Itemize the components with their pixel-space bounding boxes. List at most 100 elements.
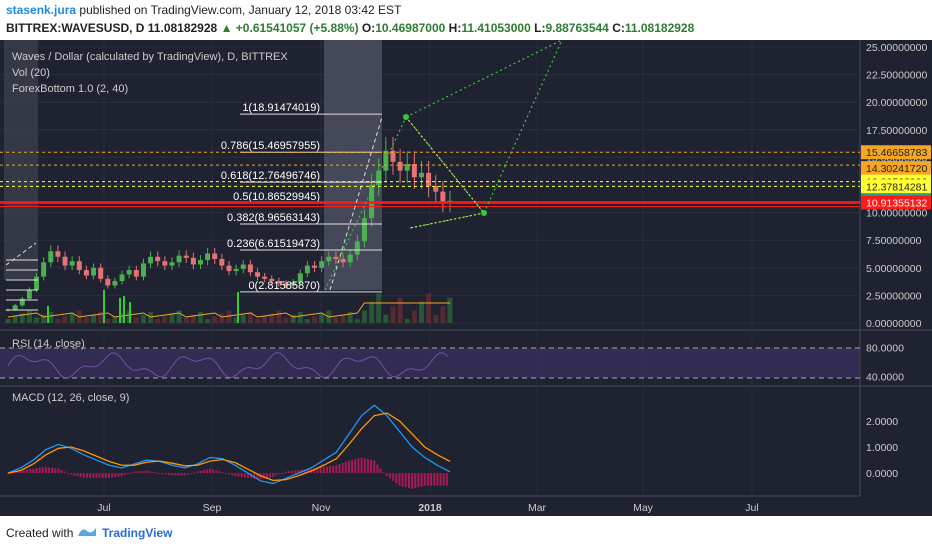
time-axis[interactable]: Jul Sep Nov 2018 Mar May Jul (97, 502, 758, 514)
open-value: 10.46987000 (375, 21, 446, 35)
candle (105, 278, 111, 286)
tradingview-link[interactable]: TradingView (102, 526, 173, 540)
macd-hist-bar (177, 473, 180, 476)
candle (354, 241, 360, 255)
macd-hist-bar (265, 473, 268, 479)
time-tick-label: 2018 (418, 502, 442, 514)
macd-hist-bar (228, 473, 230, 475)
macd-hist-bar (212, 469, 215, 474)
macd-hist-bar (98, 473, 101, 478)
fib-level-label: 0.618(12.76496746) (221, 170, 320, 182)
macd-hist-bar (385, 473, 388, 477)
macd-hist-bar (278, 473, 281, 475)
volume-bar (426, 293, 432, 323)
macd-hist-bar (209, 468, 212, 474)
macd-hist-bar (379, 468, 382, 474)
chart-svg[interactable]: 1(18.91474019) 0.786(15.46957955) 0.618(12… (0, 39, 932, 516)
macd-hist-bar (329, 466, 332, 474)
footer: Created with TradingView (0, 516, 932, 550)
pivot-point (481, 210, 487, 216)
macd-hist-bar (44, 466, 47, 474)
rsi-legend: RSI (14, close) (12, 338, 85, 350)
price-label-text: 15.46658783 (866, 147, 927, 159)
macd-hist-bar (70, 473, 73, 475)
macd-hist-bar (351, 459, 354, 474)
macd-hist-bar (256, 473, 259, 479)
macd-hist-bar (291, 470, 294, 474)
candle (247, 264, 253, 273)
price-tick-label: 20.00000000 (866, 97, 927, 109)
macd-hist-bar (22, 469, 25, 474)
macd-hist-bar (215, 470, 218, 474)
candle (34, 276, 40, 290)
volume-bar (361, 310, 367, 323)
macd-hist-bar (240, 473, 243, 478)
macd-hist-bar (48, 467, 51, 474)
volume-bar (404, 319, 410, 323)
volume-bar (390, 306, 396, 323)
macd-hist-bar (363, 458, 366, 474)
candle (283, 283, 289, 286)
candle (397, 161, 403, 171)
candle (312, 265, 318, 268)
macd-hist-bar (430, 473, 433, 486)
fib-level-label: 0.5(10.86529945) (233, 191, 320, 203)
volume-bar (140, 314, 146, 323)
macd-hist-bar (82, 473, 85, 478)
price-label-text: 14.30241720 (866, 163, 927, 175)
macd-tick-label: 1.0000 (866, 442, 898, 454)
macd-hist-bar (404, 473, 407, 488)
volume-bar (411, 310, 417, 323)
macd-hist-bar (111, 473, 114, 478)
fib-level-label: 0.382(8.96563143) (227, 212, 320, 224)
macd-hist-bar (335, 465, 338, 474)
macd-hist-bar (193, 472, 196, 474)
up-arrow-icon: ▲ (220, 21, 233, 35)
candle (440, 191, 446, 203)
volume-bar (262, 316, 268, 323)
macd-hist-bar (338, 464, 341, 474)
macd-hist-bar (389, 473, 392, 479)
price-label-box (861, 195, 931, 210)
macd-hist-bar (142, 470, 145, 474)
macd-hist-bar (196, 471, 199, 474)
macd-hist-bar (76, 473, 79, 477)
macd-hist-bar (202, 470, 205, 474)
macd-hist-bar (316, 468, 319, 474)
trend-drawings (5, 39, 563, 291)
macd-hist-bar (382, 472, 385, 474)
ohlc-line: BITTREX:WAVESUSD, D 11.08182928 ▲ +0.615… (6, 21, 694, 35)
macd-hist-bar (139, 471, 142, 474)
high-value: 11.41053000 (461, 21, 531, 35)
rsi-line (7, 352, 449, 379)
macd-hist-bar (275, 473, 278, 476)
candle (26, 289, 32, 299)
candle (233, 268, 239, 272)
volume-bar (183, 317, 189, 323)
candle (361, 218, 367, 242)
volume-bar (112, 316, 118, 323)
volume-bar (369, 301, 375, 323)
candle (140, 263, 146, 277)
volume-bar (383, 314, 389, 323)
volume-bar (133, 317, 139, 323)
candle (383, 150, 389, 171)
macd-hist-bar (126, 473, 129, 475)
macd-hist-bar (171, 473, 174, 476)
volume-bar (247, 311, 253, 323)
price-tick-label: 5.00000000 (866, 263, 922, 275)
candle (119, 274, 125, 282)
volume-bar (91, 314, 97, 323)
macd-hist-bar (174, 473, 177, 476)
macd-hist-bar (414, 473, 417, 488)
green-projection-line-2 (483, 39, 563, 214)
candle (12, 305, 18, 310)
chart-panel[interactable]: 1(18.91474019) 0.786(15.46957955) 0.618(12… (0, 39, 932, 516)
macd-hist-bar (218, 471, 221, 474)
tradingview-logo-icon[interactable] (76, 524, 98, 540)
macd-hist-bar (190, 473, 193, 475)
fib-level-label: 0.786(15.46957955) (221, 140, 320, 152)
candle (262, 276, 268, 279)
username-link[interactable]: stasenk.jura (6, 3, 77, 17)
macd-legend: MACD (12, 26, close, 9) (12, 392, 129, 404)
